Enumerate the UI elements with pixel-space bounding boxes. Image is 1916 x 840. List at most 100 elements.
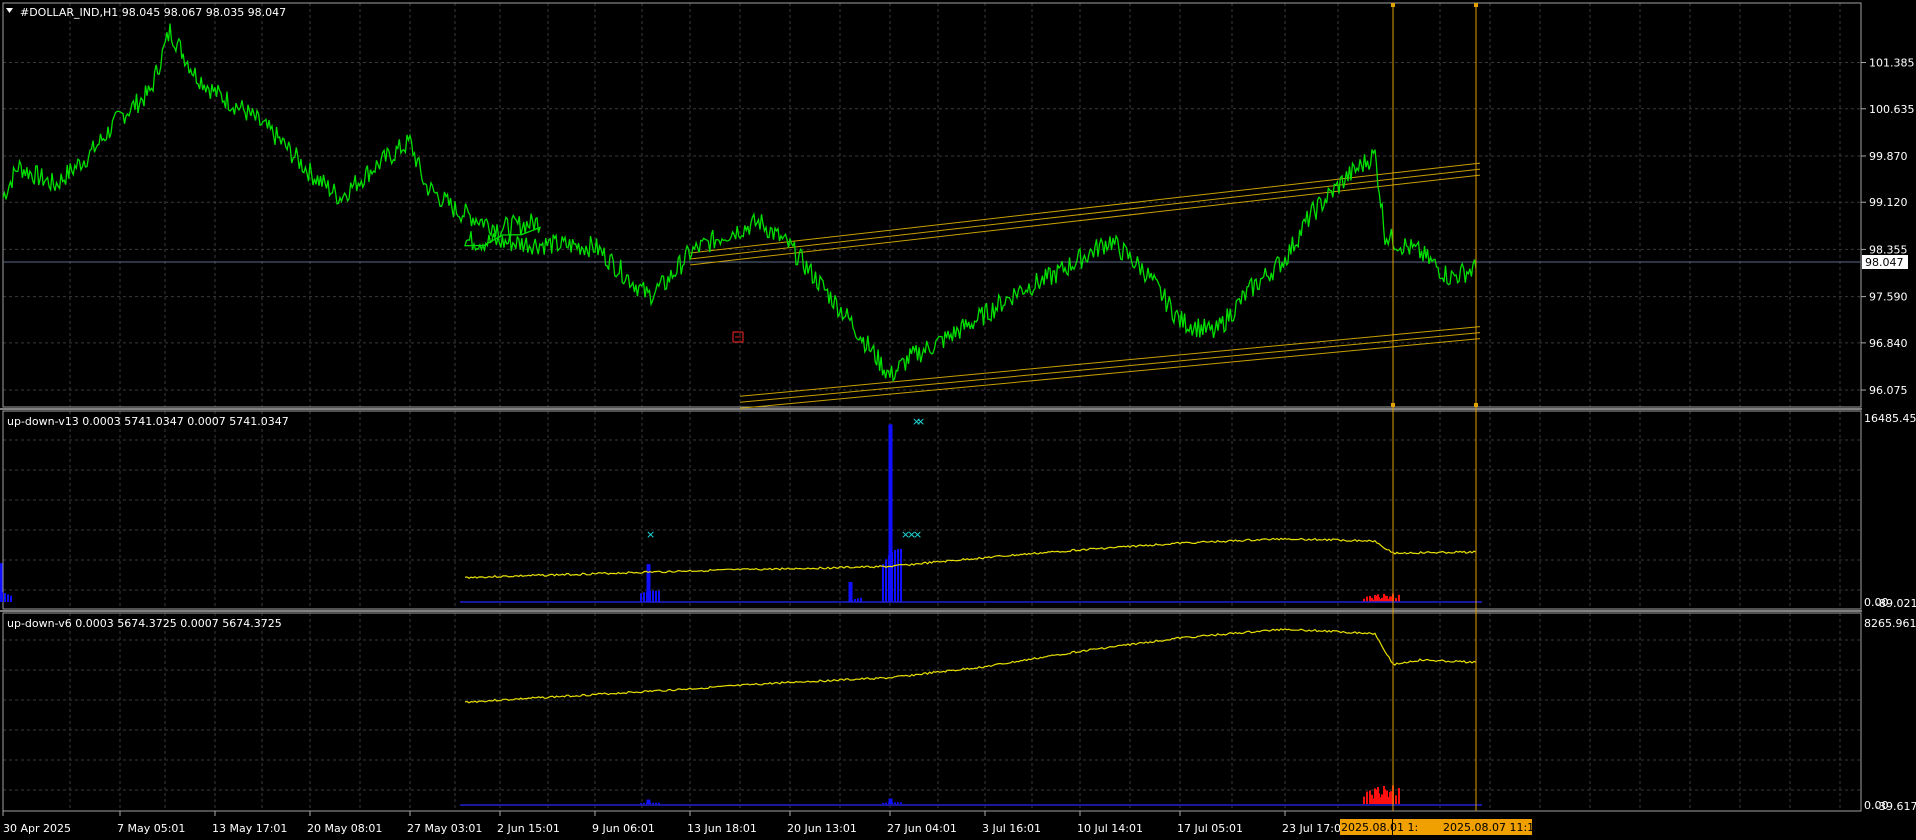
price-tick-label: 101.385 bbox=[1869, 57, 1915, 70]
price-tick-label: 100.635 bbox=[1869, 103, 1915, 116]
cross-marker: × bbox=[916, 415, 925, 428]
marker-time-labels: 2025.08.01 1: 2025.08.07 11:16 bbox=[1340, 819, 1541, 835]
histogram-bar bbox=[882, 802, 884, 804]
histogram-bar bbox=[900, 802, 902, 804]
histogram-bar bbox=[848, 582, 853, 602]
vertical-marker-2[interactable] bbox=[1474, 3, 1478, 811]
price-tick-label: 97.590 bbox=[1869, 291, 1908, 304]
histogram-bar bbox=[885, 559, 887, 602]
cross-marker: × bbox=[901, 528, 910, 541]
channel-line bbox=[739, 326, 1481, 397]
panel2-scale-bottom: -39.6172 bbox=[1875, 800, 1916, 813]
histogram-bar bbox=[652, 802, 654, 804]
histogram-bar bbox=[888, 802, 890, 804]
histogram-bar bbox=[888, 798, 893, 804]
panel2-scale-zero: 0.00 bbox=[1864, 799, 1889, 812]
time-label: 10 Jul 14:01 bbox=[1077, 822, 1143, 835]
histogram-bar bbox=[1371, 597, 1373, 602]
histogram-bar bbox=[646, 591, 648, 602]
histogram-bar bbox=[1371, 794, 1373, 804]
time-label: 13 Jun 18:01 bbox=[687, 822, 757, 835]
time-axis[interactable]: 30 Apr 2025 7 May 05:01 13 May 17:01 20 May… bbox=[2, 811, 1348, 835]
channel-line bbox=[739, 338, 1481, 409]
vertical-marker-1[interactable] bbox=[1391, 3, 1395, 811]
histogram-bar bbox=[640, 593, 642, 602]
histogram-bar bbox=[851, 599, 853, 602]
panel1-title: up-down-v13 0.0003 5741.0347 0.0007 5741… bbox=[7, 415, 289, 428]
histogram-bar bbox=[1386, 790, 1388, 804]
histogram-bar bbox=[885, 802, 887, 804]
histogram-bar bbox=[655, 590, 657, 602]
cross-marker: × bbox=[912, 415, 921, 428]
price-tick-label: 96.840 bbox=[1869, 337, 1908, 350]
panel2-line bbox=[464, 628, 1477, 704]
trend-channel[interactable] bbox=[689, 162, 1481, 409]
time-label: 2 Jun 15:01 bbox=[497, 822, 560, 835]
histogram-bar bbox=[882, 564, 884, 602]
price-line bbox=[2, 23, 1477, 383]
histogram-bar bbox=[1380, 797, 1382, 804]
histogram-bar bbox=[854, 599, 856, 602]
histogram-bar bbox=[652, 590, 654, 602]
histogram-bar bbox=[1366, 596, 1368, 602]
cross-marker: × bbox=[913, 528, 922, 541]
histogram-bar bbox=[1377, 594, 1379, 602]
time-label: 20 May 08:01 bbox=[307, 822, 382, 835]
time-label: 17 Jul 05:01 bbox=[1177, 822, 1243, 835]
histogram-bar bbox=[0, 563, 3, 602]
cross-marker: × bbox=[907, 528, 916, 541]
histogram-bar bbox=[894, 549, 896, 602]
histogram-bar bbox=[4, 593, 6, 602]
histogram-bar bbox=[860, 597, 862, 602]
time-label: 27 May 03:01 bbox=[407, 822, 482, 835]
channel-line bbox=[689, 162, 1481, 254]
histogram-bar bbox=[640, 802, 642, 804]
panel2-title: up-down-v6 0.0003 5674.3725 0.0007 5674.… bbox=[7, 617, 282, 630]
channel-line bbox=[739, 332, 1481, 403]
alarm-icon[interactable] bbox=[732, 331, 744, 343]
panel1-scale-top: 16485.45 bbox=[1864, 412, 1916, 425]
time-label: 7 May 05:01 bbox=[117, 822, 185, 835]
main-panel-border bbox=[2, 2, 1862, 408]
marker-1-time: 2025.08.01 1: bbox=[1341, 821, 1418, 834]
price-tick-label: 96.075 bbox=[1869, 384, 1908, 397]
histogram-bar bbox=[1389, 596, 1391, 602]
time-label: 13 May 17:01 bbox=[212, 822, 287, 835]
histogram-bar bbox=[1363, 598, 1365, 602]
histogram-bar bbox=[646, 802, 648, 804]
panel1-scale-zero: 0.00 bbox=[1864, 596, 1889, 609]
histogram-bar bbox=[888, 424, 893, 602]
panel1-scale-bottom: -89.0214 bbox=[1875, 597, 1916, 610]
price-scale[interactable]: 101.385 100.635 99.870 99.120 98.355 97.590 96… bbox=[1861, 57, 1915, 398]
panel1-cross-markers: × ××××× bbox=[646, 415, 925, 541]
histogram-bar bbox=[1398, 594, 1400, 602]
marker-2-time: 2025.08.07 11:16 bbox=[1443, 821, 1541, 834]
histogram-bar bbox=[897, 548, 899, 602]
time-label: 27 Jun 04:01 bbox=[887, 822, 957, 835]
time-label: 23 Jul 17:01 bbox=[1282, 822, 1348, 835]
time-label: 9 Jun 06:01 bbox=[592, 822, 655, 835]
main-title: #DOLLAR_IND,H1 98.045 98.067 98.035 98.0… bbox=[20, 6, 286, 19]
histogram-bar bbox=[1380, 598, 1382, 602]
histogram-bar bbox=[1377, 787, 1379, 804]
histogram-bar bbox=[1363, 796, 1365, 804]
channel-line bbox=[689, 174, 1481, 266]
histogram-bar bbox=[1369, 596, 1371, 602]
panel2-histogram bbox=[640, 785, 1400, 804]
histogram-bar bbox=[897, 802, 899, 804]
panel2-grid bbox=[2, 613, 1861, 811]
main-grid bbox=[2, 3, 1861, 407]
histogram-bar bbox=[1383, 593, 1385, 602]
histogram-bar bbox=[900, 548, 902, 602]
histogram-bar bbox=[1383, 785, 1385, 804]
symbol-menu-button[interactable]: #DOLLAR_IND,H1 98.045 98.067 98.035 98.0… bbox=[6, 6, 286, 19]
dropdown-triangle-icon[interactable] bbox=[6, 8, 13, 13]
histogram-bar bbox=[7, 594, 9, 602]
histogram-bar bbox=[894, 802, 896, 804]
panel1-border bbox=[2, 410, 1862, 610]
histogram-bar bbox=[1398, 788, 1400, 804]
panel1-grid bbox=[2, 411, 1861, 609]
histogram-bar bbox=[658, 802, 660, 804]
panel1-line bbox=[464, 537, 1477, 579]
